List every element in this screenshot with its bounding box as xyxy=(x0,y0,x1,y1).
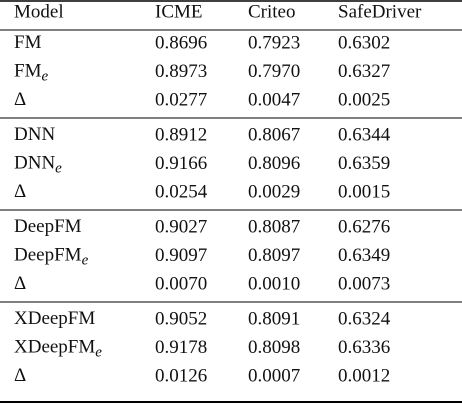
model-cell: DNN xyxy=(14,124,55,145)
model-name: DeepFM xyxy=(14,245,82,266)
value-cell: 0.8912 xyxy=(155,124,207,145)
header-cell: Criteo xyxy=(248,1,296,22)
value-cell: 0.0254 xyxy=(155,181,208,202)
model-cell: Δ xyxy=(14,273,26,294)
value-cell: 0.0047 xyxy=(248,89,300,110)
value-cell: 0.6327 xyxy=(338,61,390,82)
value-cell: 0.8096 xyxy=(248,153,300,174)
value-cell: 0.8098 xyxy=(248,337,300,358)
value-cell: 0.6324 xyxy=(338,308,391,329)
model-subscript: e xyxy=(41,69,48,85)
value-cell: 0.0073 xyxy=(338,273,390,294)
value-cell: 0.9097 xyxy=(155,245,207,266)
value-cell: 0.6276 xyxy=(338,216,390,237)
model-cell: FMe xyxy=(14,61,48,85)
value-cell: 0.9027 xyxy=(155,216,207,237)
value-cell: 0.6359 xyxy=(338,153,390,174)
value-cell: 0.7970 xyxy=(248,61,300,82)
model-name: Δ xyxy=(14,181,26,202)
model-cell: Δ xyxy=(14,365,26,386)
model-name: FM xyxy=(14,32,42,53)
model-subscript: e xyxy=(55,161,62,177)
value-cell: 0.6302 xyxy=(338,32,390,53)
value-cell: 0.0015 xyxy=(338,181,390,202)
value-cell: 0.6349 xyxy=(338,245,390,266)
model-name: DNN xyxy=(14,124,55,145)
value-cell: 0.7923 xyxy=(248,32,300,53)
value-cell: 0.8097 xyxy=(248,245,300,266)
model-cell: FM xyxy=(14,32,42,53)
value-cell: 0.0025 xyxy=(338,89,390,110)
header-cell: Model xyxy=(14,1,64,22)
model-name: Δ xyxy=(14,365,26,386)
value-cell: 0.8696 xyxy=(155,32,207,53)
model-subscript: e xyxy=(95,345,102,361)
value-cell: 0.9178 xyxy=(155,337,207,358)
value-cell: 0.6344 xyxy=(338,124,391,145)
model-name: DeepFM xyxy=(14,216,82,237)
value-cell: 0.0012 xyxy=(338,365,390,386)
model-subscript: e xyxy=(82,253,89,269)
model-cell: DNNe xyxy=(14,153,62,177)
model-name: DNN xyxy=(14,153,55,174)
value-cell: 0.9052 xyxy=(155,308,207,329)
header-cell: SafeDriver xyxy=(338,1,422,22)
model-cell: XDeepFM xyxy=(14,308,95,329)
value-cell: 0.8067 xyxy=(248,124,300,145)
model-cell: Δ xyxy=(14,181,26,202)
model-name: XDeepFM xyxy=(14,308,95,329)
value-cell: 0.0010 xyxy=(248,273,300,294)
value-cell: 0.8973 xyxy=(155,61,207,82)
header-cell: ICME xyxy=(155,1,203,22)
model-cell: XDeepFMe xyxy=(14,337,102,361)
value-cell: 0.0126 xyxy=(155,365,207,386)
value-cell: 0.0007 xyxy=(248,365,300,386)
value-cell: 0.8087 xyxy=(248,216,300,237)
model-name: XDeepFM xyxy=(14,337,95,358)
model-name: Δ xyxy=(14,89,26,110)
value-cell: 0.0029 xyxy=(248,181,300,202)
value-cell: 0.8091 xyxy=(248,308,300,329)
value-cell: 0.0070 xyxy=(155,273,207,294)
model-name: Δ xyxy=(14,273,26,294)
model-name: FM xyxy=(14,61,42,82)
model-cell: Δ xyxy=(14,89,26,110)
model-cell: DeepFMe xyxy=(14,245,89,269)
value-cell: 0.9166 xyxy=(155,153,207,174)
value-cell: 0.6336 xyxy=(338,337,390,358)
model-cell: DeepFM xyxy=(14,216,82,237)
value-cell: 0.0277 xyxy=(155,89,207,110)
